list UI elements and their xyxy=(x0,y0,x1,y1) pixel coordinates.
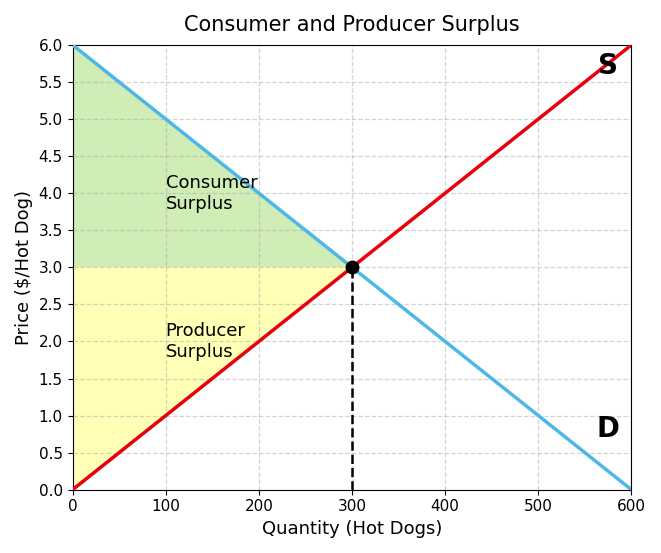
Text: Producer
Surplus: Producer Surplus xyxy=(166,322,246,361)
Y-axis label: Price ($/Hot Dog): Price ($/Hot Dog) xyxy=(15,190,33,345)
Polygon shape xyxy=(73,267,352,490)
Text: S: S xyxy=(598,51,618,80)
Polygon shape xyxy=(73,45,352,267)
X-axis label: Quantity (Hot Dogs): Quantity (Hot Dogs) xyxy=(262,520,442,538)
Title: Consumer and Producer Surplus: Consumer and Producer Surplus xyxy=(184,15,520,35)
Text: D: D xyxy=(597,415,620,443)
Text: Consumer
Surplus: Consumer Surplus xyxy=(166,174,257,212)
